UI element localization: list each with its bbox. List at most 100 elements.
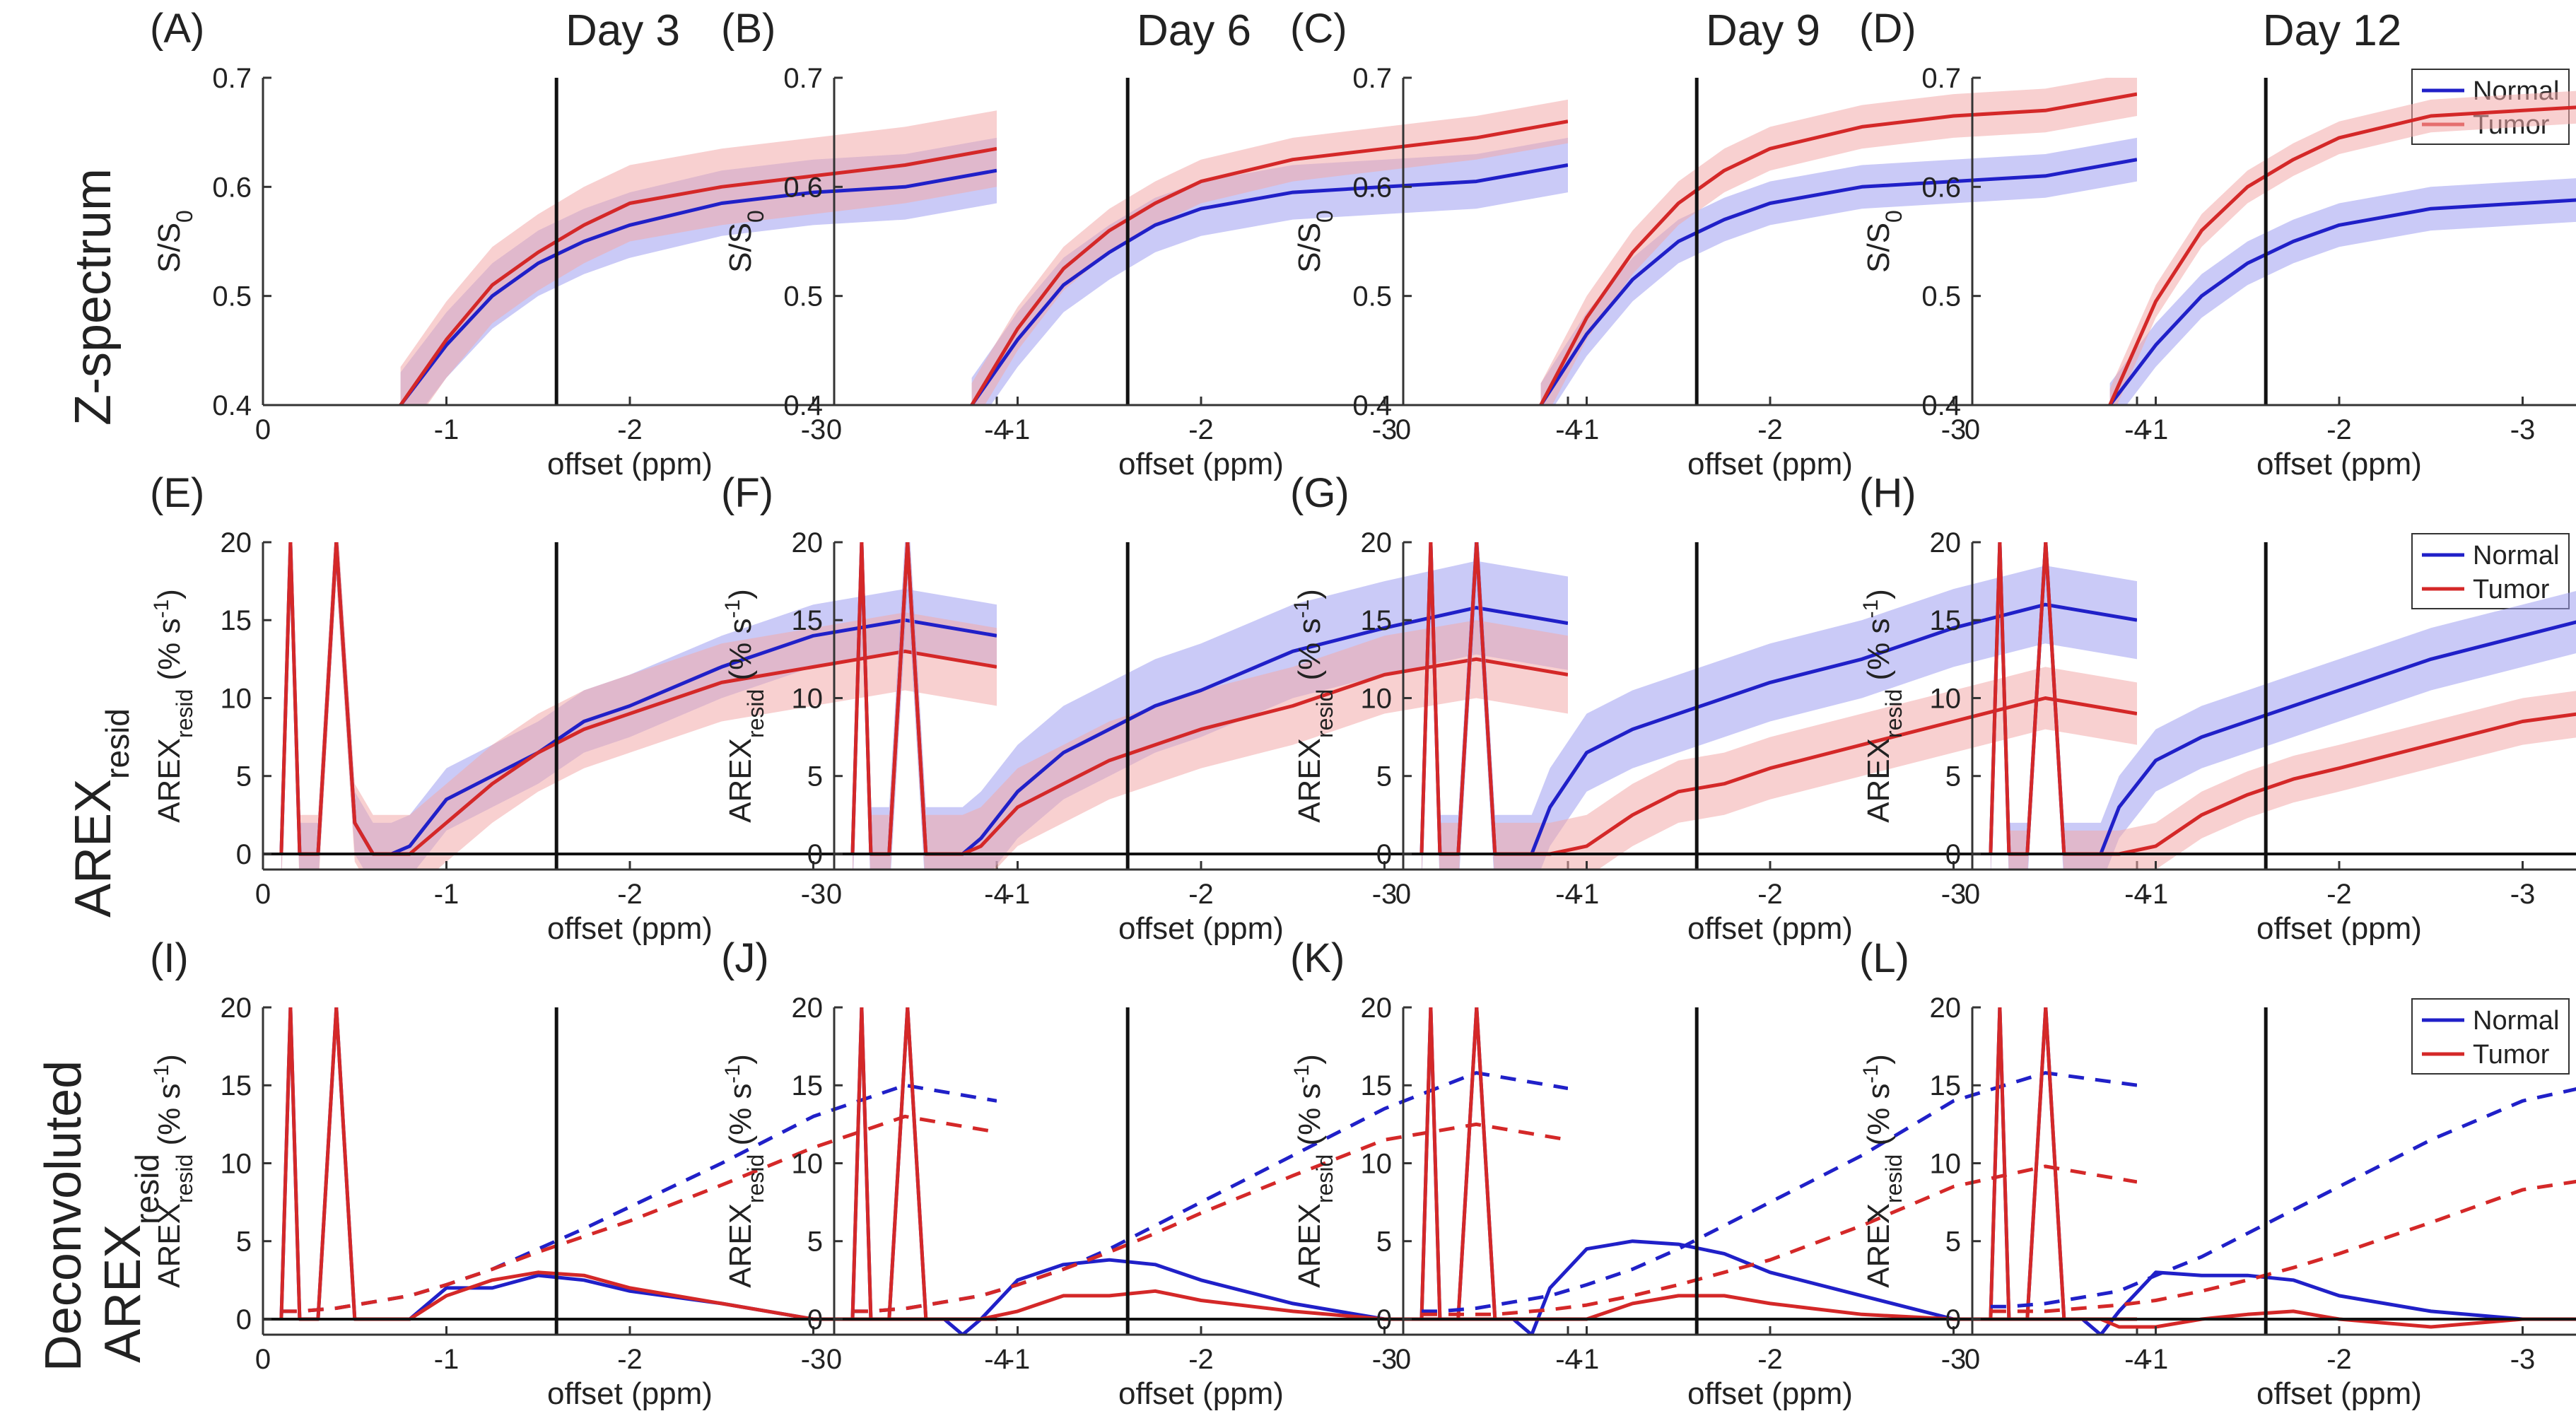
legend-label-tumor: Tumor (2473, 575, 2550, 604)
series-line-normal-fit (1422, 1071, 2137, 1313)
x-axis-label: offset (ppm) (547, 911, 713, 946)
x-axis-label: offset (ppm) (547, 447, 713, 481)
y-tick-label: 10 (1361, 1148, 1393, 1179)
y-tick-label: 10 (221, 683, 252, 714)
y-axis-label: AREXresid (% s-1) (150, 589, 198, 823)
panel-title: Day 6 (1137, 6, 1251, 55)
legend-label-normal: Normal (2473, 541, 2559, 570)
panel-b: 0 -1 -2 -3 -4 0.4 0.5 0.6 0.7 offset (ppm) S/S0 (B)… (721, 6, 1581, 481)
row-label-1: Z-spectrum (65, 168, 122, 426)
y-tick-label: 15 (1361, 605, 1393, 636)
x-axis-label: offset (ppm) (1687, 911, 1853, 946)
panel-title: Day 9 (1706, 6, 1820, 55)
x-axis-label: offset (ppm) (2256, 911, 2422, 946)
y-tick-label: 20 (221, 527, 252, 558)
y-axis-label-text: S/S0 (152, 210, 197, 273)
x-tick-label: -1 (1005, 414, 1031, 445)
y-tick-label: 0.5 (212, 281, 252, 312)
x-tick-label: -2 (617, 1344, 643, 1375)
legend: Normal Tumor (2411, 533, 2570, 609)
error-band-tumor (971, 99, 1568, 405)
y-tick-label: 0.6 (783, 172, 823, 203)
x-tick-label: -3 (1941, 1344, 1967, 1375)
series-line-tumor (970, 119, 1568, 405)
y-tick-label: 0.7 (783, 63, 823, 94)
y-tick-label: 0.6 (212, 172, 252, 203)
y-tick-label: 5 (1376, 761, 1392, 792)
x-tick-label: -4 (984, 414, 1009, 445)
x-tick-label: 0 (826, 414, 842, 445)
plot-area (1539, 78, 2137, 405)
x-tick-label: -4 (1555, 879, 1581, 910)
y-tick-label: 15 (1930, 1070, 1962, 1101)
x-tick-label: 0 (1965, 879, 1980, 910)
y-tick-label: 10 (1930, 1148, 1962, 1179)
row-label-text: Z-spectrum (65, 168, 122, 426)
x-axis-label: offset (ppm) (1687, 1376, 1853, 1411)
x-tick-label: -3 (1372, 1344, 1398, 1375)
x-tick-label: -1 (2143, 879, 2169, 910)
x-tick-label: -4 (1555, 414, 1581, 445)
x-tick-label: -2 (1757, 1344, 1783, 1375)
x-tick-label: -4 (984, 1344, 1009, 1375)
y-axis-label-text: AREXresid (% s-1) (1290, 1054, 1338, 1288)
x-axis-label: offset (ppm) (1687, 447, 1853, 481)
y-axis-label: AREXresid (% s-1) (1290, 1054, 1338, 1288)
y-axis-label-text: S/S0 (1861, 210, 1907, 273)
y-axis-label-text: AREXresid (% s-1) (1859, 1054, 1907, 1288)
y-tick-label: 5 (807, 1227, 823, 1258)
x-tick-label: -1 (2143, 414, 2169, 445)
x-tick-label: 0 (1965, 1344, 1980, 1375)
x-tick-label: -3 (2510, 1344, 2536, 1375)
error-band-tumor (281, 542, 997, 870)
y-tick-label: 0.4 (212, 390, 252, 421)
x-tick-label: 0 (255, 879, 271, 910)
y-tick-label: 5 (807, 761, 823, 792)
y-tick-label: 0 (807, 839, 823, 870)
panel-label: (B) (721, 6, 775, 52)
x-tick-label: -4 (2124, 1344, 2150, 1375)
x-tick-label: -2 (2326, 879, 2352, 910)
row-label-2: AREXresid (65, 708, 136, 918)
error-band-tumor (2109, 90, 2576, 405)
legend-box (2411, 998, 2570, 1075)
y-tick-label: 0 (1945, 839, 1961, 870)
panel-label: (H) (1859, 470, 1916, 516)
panel-label: (A) (150, 6, 204, 52)
panel-c: 0 -1 -2 -3 -4 0.4 0.5 0.6 0.7 offset (ppm) S/S0 (C)… (1290, 6, 2570, 481)
plot-area (399, 110, 997, 405)
y-axis-label: S/S0 (1861, 210, 1907, 273)
panel-label: (J) (721, 935, 769, 981)
panel-title: Day 12 (2263, 6, 2401, 55)
x-tick-label: 0 (1395, 414, 1411, 445)
y-tick-label: 0.6 (1352, 172, 1392, 203)
y-tick-label: 20 (1361, 993, 1393, 1024)
y-tick-label: 10 (792, 683, 824, 714)
panel-label: (I) (150, 935, 189, 981)
x-tick-label: -1 (1574, 879, 1600, 910)
x-tick-label: -3 (1941, 879, 1967, 910)
x-tick-label: -4 (2124, 414, 2150, 445)
y-tick-label: 0 (1376, 839, 1392, 870)
series-line-tumor-fit (1422, 1164, 2137, 1316)
x-tick-label: -1 (434, 879, 459, 910)
x-tick-label: -4 (2124, 879, 2150, 910)
series-line-tumor (399, 146, 997, 405)
x-axis-label: offset (ppm) (547, 1376, 713, 1411)
y-tick-label: 0.4 (783, 390, 823, 421)
x-tick-label: 0 (1395, 1344, 1411, 1375)
x-tick-label: 0 (255, 1344, 271, 1375)
panel-label: (D) (1859, 6, 1916, 52)
x-tick-label: -1 (1005, 1344, 1031, 1375)
y-axis-label: AREXresid (% s-1) (721, 1054, 769, 1288)
x-tick-label: -2 (2326, 414, 2352, 445)
x-tick-label: -3 (1372, 414, 1398, 445)
y-axis-label-text: AREXresid (% s-1) (150, 1054, 198, 1288)
x-tick-label: -1 (2143, 1344, 2169, 1375)
y-tick-label: 15 (1361, 1070, 1393, 1101)
panel-label: (C) (1290, 6, 1347, 52)
error-band-normal (971, 137, 1568, 405)
panel-label: (L) (1859, 935, 1909, 981)
series-line-normal (970, 163, 1568, 405)
x-tick-label: 0 (826, 1344, 842, 1375)
